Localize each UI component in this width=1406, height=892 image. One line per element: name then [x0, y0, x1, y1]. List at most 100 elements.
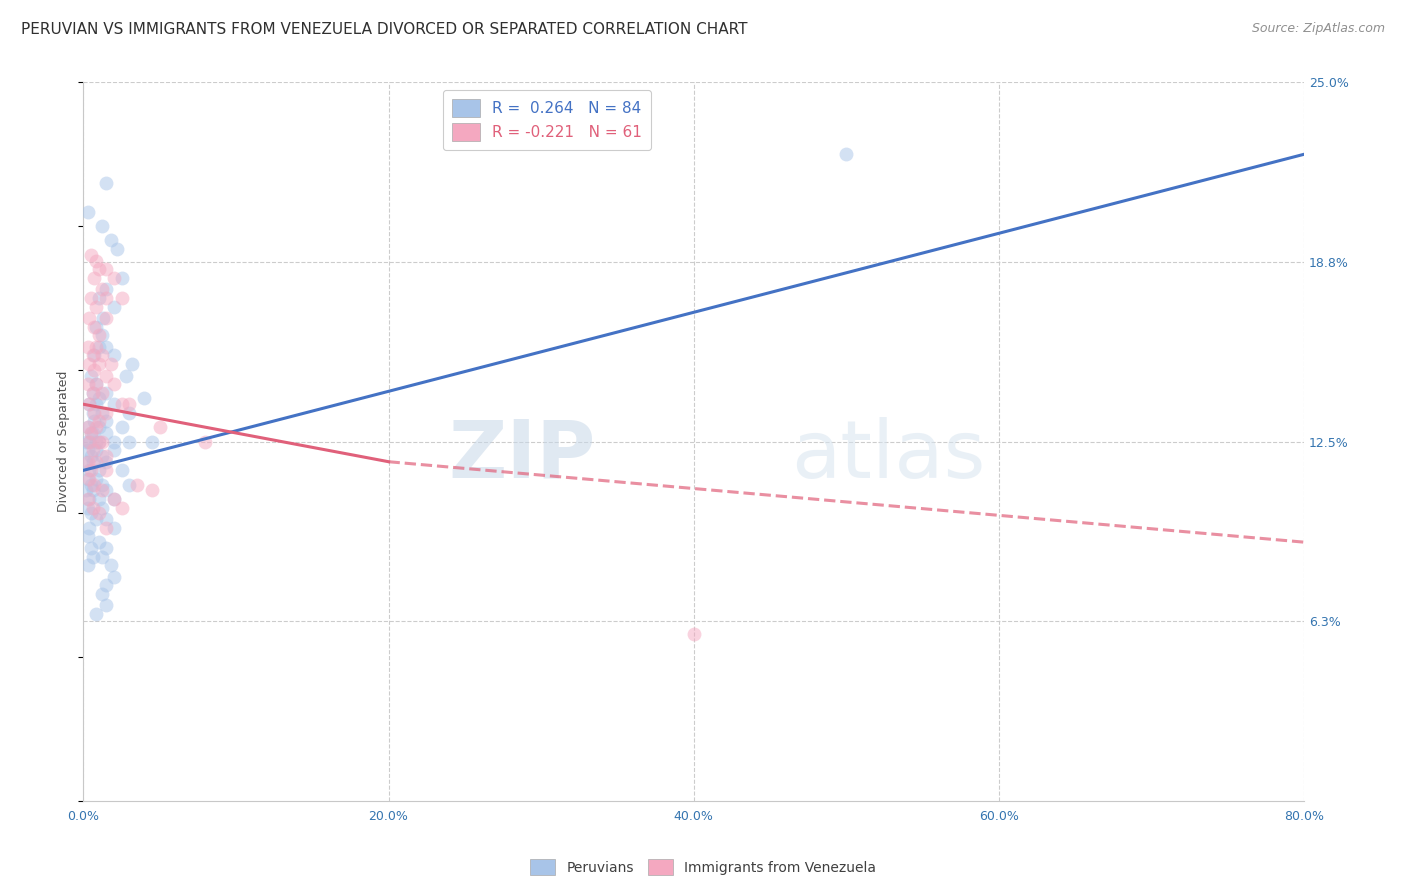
Point: [96, 262, 118, 277]
Point: [82, 443, 104, 458]
Point: [682, 627, 704, 641]
Point: [103, 377, 125, 392]
Point: [87, 328, 110, 343]
Point: [82, 425, 104, 440]
Point: [90, 385, 112, 400]
Legend: R =  0.264   N = 84, R = -0.221   N = 61: R = 0.264 N = 84, R = -0.221 N = 61: [443, 90, 651, 150]
Point: [80, 291, 103, 305]
Point: [80, 507, 103, 521]
Point: [84, 472, 107, 486]
Point: [110, 270, 132, 285]
Text: PERUVIAN VS IMMIGRANTS FROM VENEZUELA DIVORCED OR SEPARATED CORRELATION CHART: PERUVIAN VS IMMIGRANTS FROM VENEZUELA DI…: [21, 22, 748, 37]
Point: [87, 434, 110, 449]
Point: [96, 291, 118, 305]
Point: [77, 455, 100, 469]
Point: [84, 377, 107, 392]
Legend: Peruvians, Immigrants from Venezuela: Peruvians, Immigrants from Venezuela: [524, 854, 882, 880]
Point: [79, 434, 101, 449]
Point: [96, 282, 118, 296]
Text: ZIP: ZIP: [449, 417, 596, 495]
Point: [84, 512, 107, 526]
Point: [100, 234, 122, 248]
Point: [110, 500, 132, 515]
Point: [149, 420, 172, 434]
Point: [87, 507, 110, 521]
Point: [87, 463, 110, 477]
Point: [103, 270, 125, 285]
Point: [118, 434, 141, 449]
Point: [84, 397, 107, 411]
Point: [100, 558, 122, 573]
Point: [194, 434, 217, 449]
Point: [90, 477, 112, 491]
Point: [79, 397, 101, 411]
Point: [82, 385, 104, 400]
Point: [90, 328, 112, 343]
Point: [90, 449, 112, 463]
Point: [77, 472, 100, 486]
Point: [80, 425, 103, 440]
Point: [83, 415, 105, 429]
Point: [96, 578, 118, 592]
Point: [100, 357, 122, 371]
Point: [103, 521, 125, 535]
Point: [83, 363, 105, 377]
Point: [90, 219, 112, 233]
Point: [80, 463, 103, 477]
Text: Source: ZipAtlas.com: Source: ZipAtlas.com: [1251, 22, 1385, 36]
Point: [96, 368, 118, 383]
Point: [96, 340, 118, 354]
Point: [118, 406, 141, 420]
Point: [87, 392, 110, 406]
Point: [80, 541, 103, 555]
Point: [110, 420, 132, 434]
Point: [77, 377, 100, 392]
Point: [80, 449, 103, 463]
Text: atlas: atlas: [792, 417, 986, 495]
Point: [105, 242, 128, 256]
Point: [79, 463, 101, 477]
Point: [79, 397, 101, 411]
Point: [141, 434, 163, 449]
Point: [141, 483, 163, 498]
Point: [77, 529, 100, 543]
Point: [84, 434, 107, 449]
Point: [83, 477, 105, 491]
Point: [134, 392, 156, 406]
Point: [103, 348, 125, 362]
Point: [96, 512, 118, 526]
Point: [77, 491, 100, 506]
Point: [90, 587, 112, 601]
Point: [96, 521, 118, 535]
Point: [87, 420, 110, 434]
Point: [118, 477, 141, 491]
Point: [79, 521, 101, 535]
Point: [90, 406, 112, 420]
Point: [90, 282, 112, 296]
Point: [110, 291, 132, 305]
Point: [103, 300, 125, 314]
Point: [90, 500, 112, 515]
Point: [87, 340, 110, 354]
Point: [103, 443, 125, 458]
Point: [75, 483, 97, 498]
Point: [87, 291, 110, 305]
Point: [118, 397, 141, 411]
Point: [87, 357, 110, 371]
Point: [77, 500, 100, 515]
Point: [83, 319, 105, 334]
Point: [84, 377, 107, 392]
Point: [77, 558, 100, 573]
Point: [96, 385, 118, 400]
Point: [84, 253, 107, 268]
Point: [96, 176, 118, 190]
Point: [82, 483, 104, 498]
Point: [87, 262, 110, 277]
Point: [83, 406, 105, 420]
Point: [77, 204, 100, 219]
Point: [110, 397, 132, 411]
Point: [79, 491, 101, 506]
Point: [103, 397, 125, 411]
Point: [77, 443, 100, 458]
Point: [96, 455, 118, 469]
